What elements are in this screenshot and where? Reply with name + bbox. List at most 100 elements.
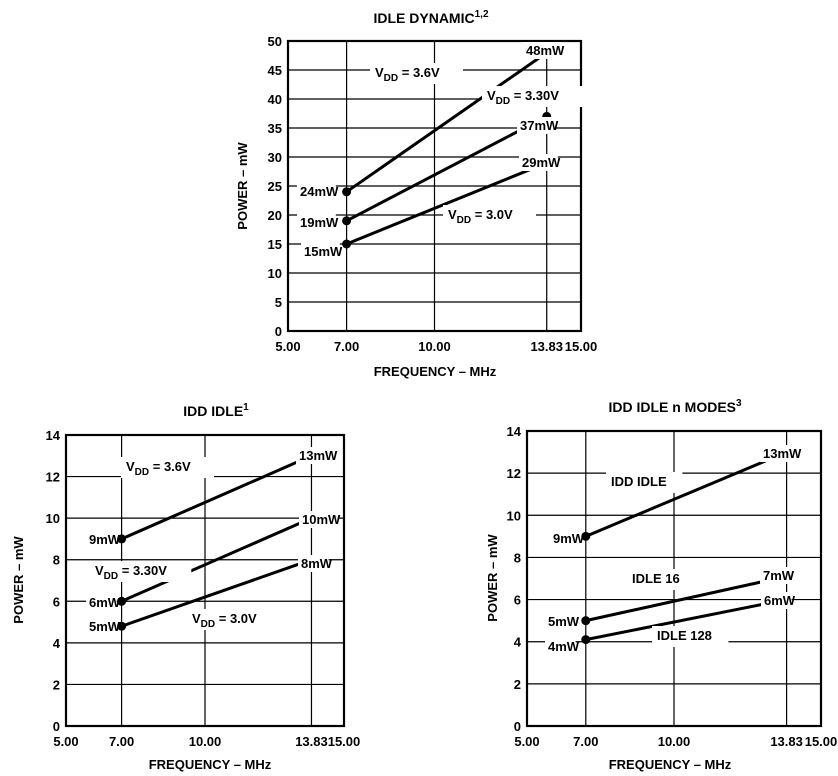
label-background (299, 511, 338, 528)
data-label: 9mW (89, 532, 121, 547)
series-2: 6mW 10mW VDD = 3.30V (86, 511, 341, 611)
label-background (301, 243, 340, 260)
data-point (342, 239, 352, 249)
data-point (117, 534, 127, 544)
label-background (523, 42, 562, 59)
series-label-main: IDLE 16 (632, 571, 680, 586)
y-axis-label: POWER – mW (235, 142, 250, 230)
chart-title: IDD IDLE n MODES3 (608, 398, 742, 415)
y-tick-label: 2 (53, 677, 60, 692)
data-label: 6mW (764, 593, 796, 608)
series-label-subscript: DD (104, 571, 118, 582)
data-label: 15mW (304, 244, 343, 259)
chart-3: 5.00 7.00 10.00 13.83 15.00 0 2 4 6 8 10 12 14 IDD ID… (485, 398, 837, 772)
series-3: 15mW 29mW VDD = 3.0V (301, 154, 561, 260)
x-axis-label: FREQUENCY – MHz (609, 757, 732, 772)
y-tick-label: 10 (268, 266, 282, 281)
y-tick-label: 6 (514, 593, 521, 608)
y-tick-label: 0 (275, 324, 282, 339)
series-line (121, 558, 312, 628)
data-point (342, 216, 352, 226)
label-background (298, 555, 329, 572)
label-background (297, 183, 336, 200)
series-line (585, 450, 788, 538)
label-background (606, 472, 683, 493)
x-axis-label: FREQUENCY – MHz (149, 757, 272, 772)
y-tick-label: 4 (53, 636, 61, 651)
series-label-subscript: DD (457, 215, 471, 226)
chart-2: 5.00 7.00 10.00 13.83 15.00 0 2 4 6 8 10 12 14 IDD ID… (11, 402, 360, 772)
chart-title-superscript: 3 (736, 398, 742, 409)
x-tick-label: 10.00 (658, 734, 691, 749)
series-label-subscript: DD (135, 467, 149, 478)
series-label: IDD IDLE (611, 474, 667, 489)
y-tick-label: 15 (268, 237, 282, 252)
x-tick-label: 15.00 (328, 734, 361, 749)
series-label-subscript: DD (384, 73, 398, 84)
series-label-rest: = 3.6V (398, 65, 440, 80)
data-label: 37mW (520, 118, 559, 133)
chart-title-superscript: 1,2 (475, 9, 489, 20)
series-label-main: IDLE 128 (657, 628, 712, 643)
data-label: 8mW (301, 556, 333, 571)
data-label: 5mW (548, 614, 580, 629)
label-background (545, 638, 576, 655)
series-line (345, 115, 548, 223)
series-1: 9mW 13mW VDD = 3.6V (86, 447, 338, 548)
data-point (117, 621, 127, 631)
series-label-main: V (126, 459, 135, 474)
y-tick-label: 14 (507, 424, 522, 439)
y-tick-label: 45 (268, 63, 282, 78)
x-tick-label: 10.00 (418, 339, 451, 354)
label-background (545, 613, 576, 630)
data-label: 6mW (89, 595, 121, 610)
series-label-main: V (95, 563, 104, 578)
chart-title-text: IDLE DYNAMIC (373, 10, 474, 26)
label-background (519, 154, 558, 171)
series-label-subscript: DD (201, 619, 215, 630)
data-label: 4mW (548, 639, 580, 654)
plot-frame (525, 429, 823, 728)
x-tick-label: 15.00 (805, 734, 838, 749)
label-background (187, 609, 280, 630)
label-background (443, 205, 536, 226)
series-label-main: IDD IDLE (611, 474, 667, 489)
y-tick-label: 2 (514, 677, 521, 692)
series-label: VDD = 3.6V (126, 459, 191, 478)
chart-title-text: IDD IDLE n MODES (608, 399, 736, 415)
x-tick-label: 7.00 (109, 734, 134, 749)
data-label: 29mW (522, 155, 561, 170)
y-axis-label: POWER – mW (11, 536, 26, 624)
label-background (121, 457, 214, 478)
chart-title-superscript: 1 (243, 402, 249, 413)
label-background (652, 626, 729, 647)
series-label-main: V (448, 207, 457, 222)
y-tick-label: 12 (46, 470, 60, 485)
y-tick-label: 30 (268, 150, 282, 165)
y-tick-label: 10 (507, 508, 521, 523)
y-tick-label: 0 (53, 719, 60, 734)
series-label-main: V (375, 65, 384, 80)
series-line (120, 454, 313, 541)
plot-frame (286, 39, 583, 333)
y-tick-label: 8 (514, 550, 521, 565)
y-tick-label: 8 (53, 553, 60, 568)
series-label-rest: = 3.30V (510, 88, 559, 103)
series-label-rest: = 3.30V (118, 563, 167, 578)
label-background (90, 561, 192, 582)
series-label: VDD = 3.6V (375, 65, 440, 84)
y-tick-label: 25 (268, 179, 282, 194)
x-tick-label: 10.00 (189, 734, 222, 749)
data-label: 9mW (553, 531, 585, 546)
x-tick-label: 7.00 (334, 339, 359, 354)
series-1: 9mW 13mW IDD IDLE (550, 445, 802, 547)
label-background (627, 569, 696, 590)
y-tick-label: 35 (268, 121, 282, 136)
label-background (86, 531, 117, 548)
series-line (585, 574, 787, 623)
data-label: 24mW (300, 184, 339, 199)
y-tick-label: 20 (268, 208, 282, 223)
